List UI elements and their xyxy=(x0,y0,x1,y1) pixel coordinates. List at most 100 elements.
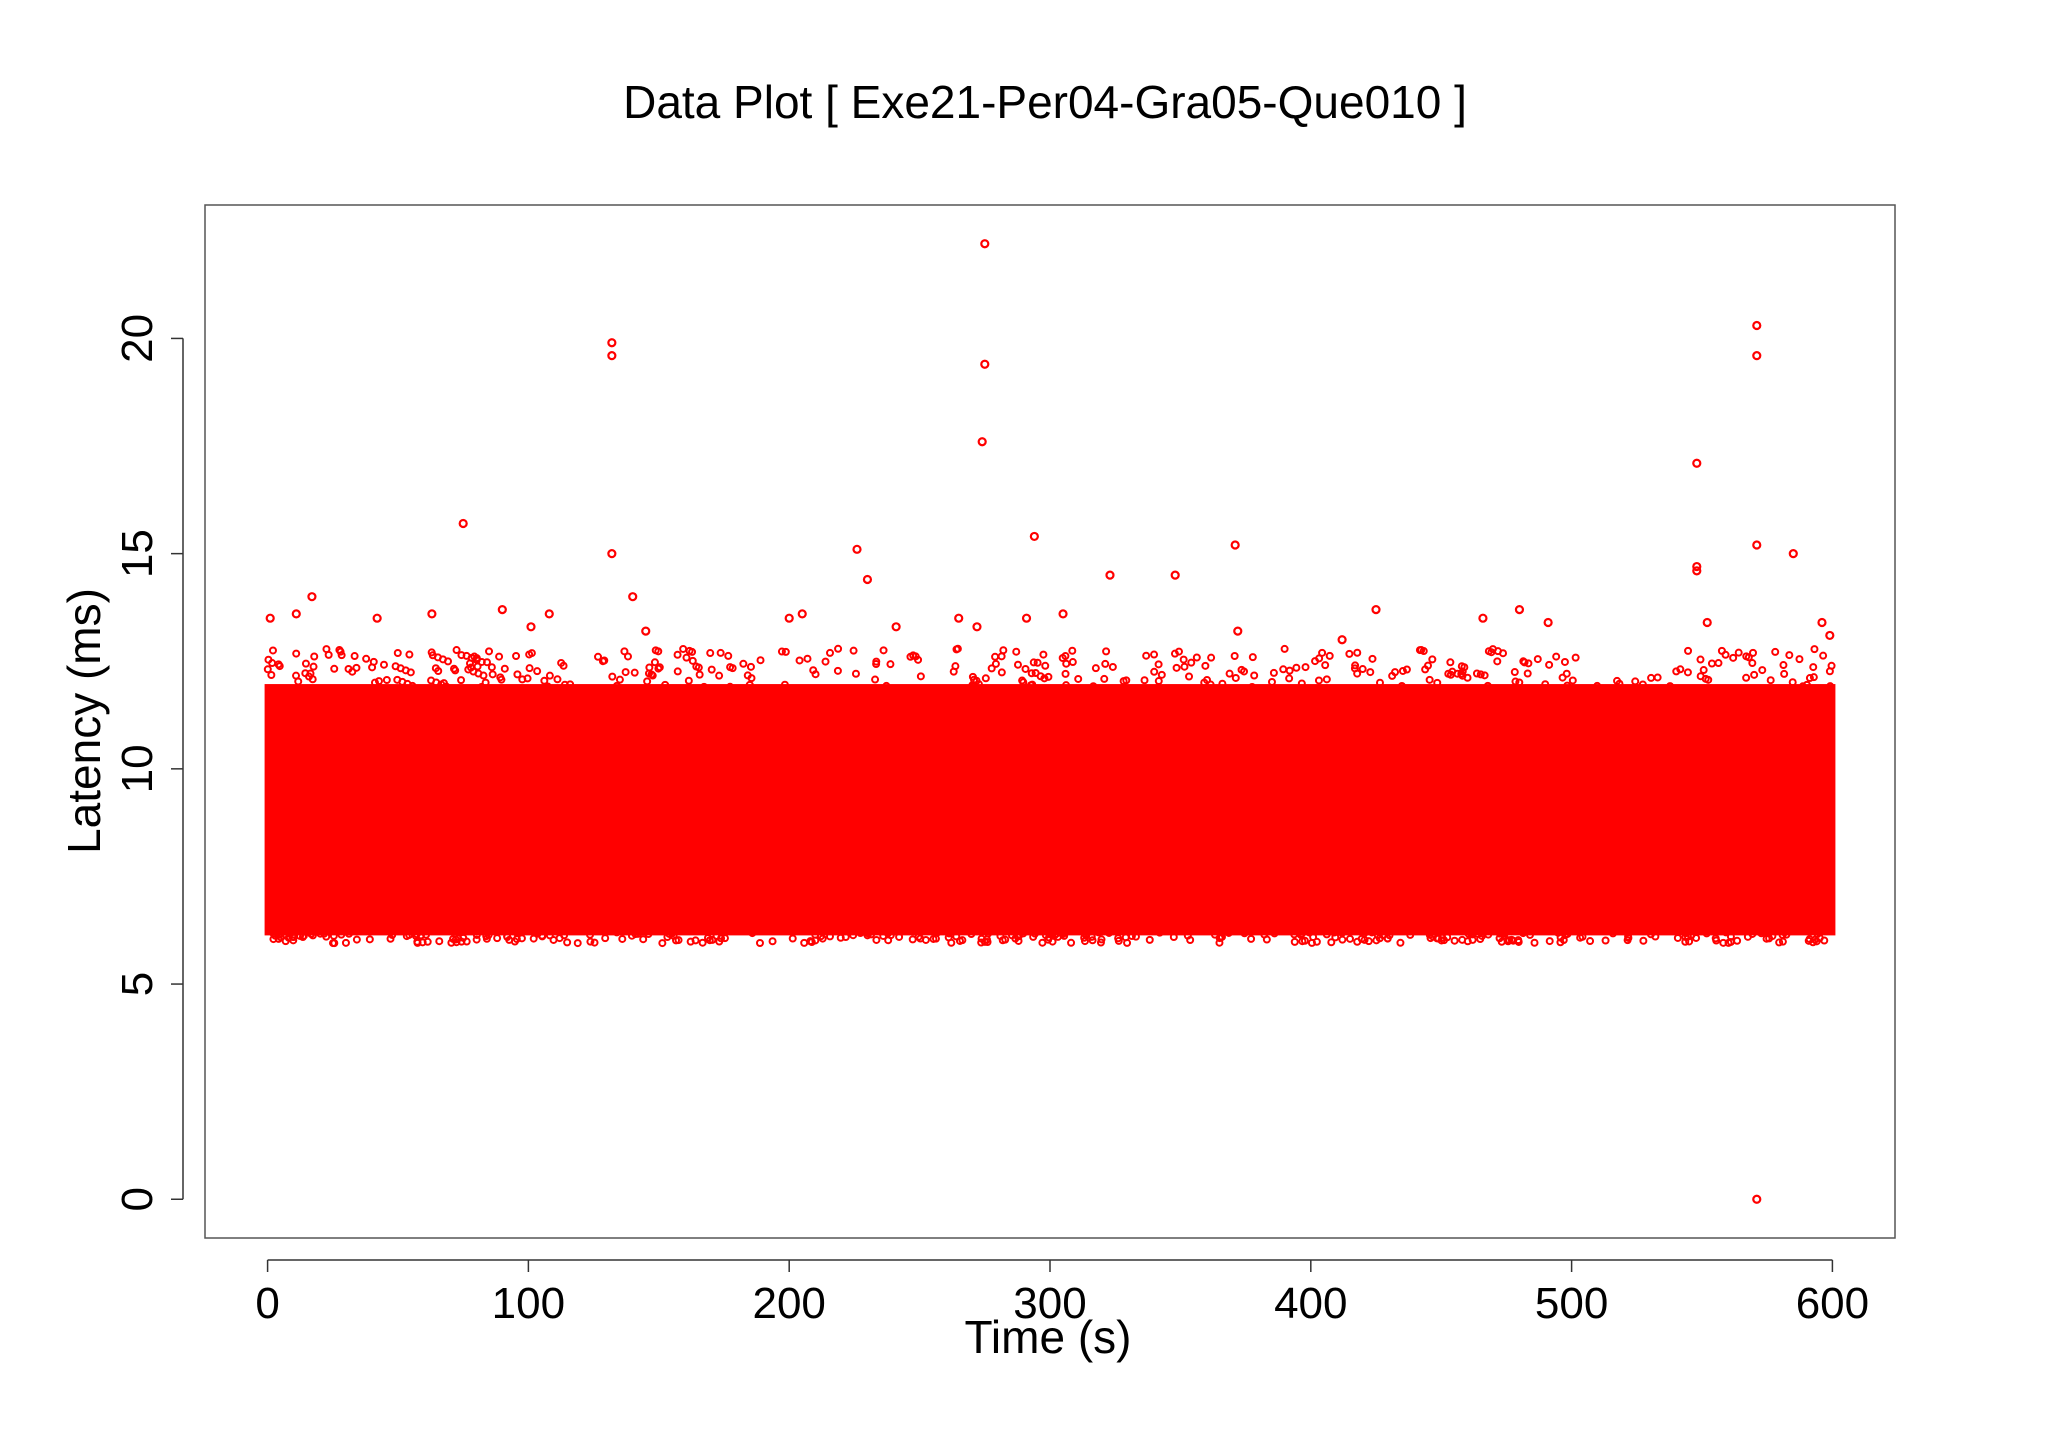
data-point xyxy=(1192,653,1201,662)
y-tick-label: 5 xyxy=(113,972,162,996)
data-point xyxy=(557,658,566,667)
data-point xyxy=(747,674,756,683)
data-point xyxy=(607,351,617,361)
data-point xyxy=(1480,671,1489,680)
data-point xyxy=(1285,666,1294,675)
data-point xyxy=(1231,673,1240,682)
data-point xyxy=(648,671,657,680)
data-point xyxy=(879,646,888,655)
data-point xyxy=(1748,659,1757,668)
data-point xyxy=(1819,651,1828,660)
data-point xyxy=(608,672,617,681)
data-point xyxy=(1733,936,1742,945)
data-point xyxy=(344,929,353,938)
chart-title: Data Plot [ Exe21-Per04-Gra05-Que010 ] xyxy=(623,76,1467,128)
data-point xyxy=(650,658,659,667)
data-point xyxy=(1785,651,1794,660)
data-point xyxy=(1798,682,1807,691)
data-point xyxy=(833,666,842,675)
data-point xyxy=(1714,659,1723,668)
data-point xyxy=(1105,928,1114,937)
data-point xyxy=(1187,658,1196,667)
data-point xyxy=(1601,936,1610,945)
data-point xyxy=(972,622,982,632)
data-point xyxy=(691,936,700,945)
data-point xyxy=(1145,935,1154,944)
data-point xyxy=(1183,931,1192,940)
data-point xyxy=(1458,667,1467,676)
data-point xyxy=(1514,936,1523,945)
data-point xyxy=(601,934,610,943)
data-point xyxy=(1683,668,1692,677)
data-point xyxy=(1207,653,1216,662)
data-point xyxy=(1368,654,1377,663)
data-point xyxy=(1021,613,1032,623)
data-point xyxy=(1311,657,1320,666)
data-point xyxy=(1593,681,1602,690)
data-point xyxy=(362,654,371,663)
data-point xyxy=(679,644,688,653)
data-point xyxy=(1290,937,1299,946)
data-point xyxy=(1101,659,1110,668)
data-point xyxy=(872,659,881,668)
data-point xyxy=(1248,682,1257,691)
data-point xyxy=(1031,669,1040,678)
data-point xyxy=(852,544,862,554)
data-point xyxy=(1131,932,1140,941)
data-point xyxy=(452,646,461,655)
data-point xyxy=(1795,655,1804,664)
data-point xyxy=(1586,937,1595,946)
data-point xyxy=(473,662,482,671)
data-point xyxy=(1044,933,1053,942)
data-point xyxy=(598,657,607,666)
data-point xyxy=(947,938,956,947)
data-point xyxy=(1782,930,1791,939)
data-point xyxy=(1568,676,1577,685)
data-point xyxy=(1809,663,1818,672)
data-point xyxy=(669,931,678,940)
data-point xyxy=(1269,668,1278,677)
data-point xyxy=(1766,676,1775,685)
data-point xyxy=(1140,676,1149,685)
data-point xyxy=(374,677,383,686)
data-point xyxy=(777,647,786,656)
data-point xyxy=(292,649,301,658)
data-point xyxy=(1068,646,1077,655)
data-point xyxy=(1478,931,1487,940)
data-point xyxy=(1081,929,1090,938)
data-point xyxy=(1623,936,1632,945)
x-tick-label: 0 xyxy=(255,1279,279,1328)
data-point xyxy=(512,928,521,937)
data-point xyxy=(1684,646,1693,655)
data-point xyxy=(330,664,339,673)
data-point xyxy=(849,931,858,940)
x-tick-label: 300 xyxy=(1013,1279,1086,1328)
data-point xyxy=(1748,929,1757,938)
data-point xyxy=(644,930,653,939)
data-point xyxy=(1292,663,1301,672)
data-point xyxy=(350,652,359,661)
data-point xyxy=(1353,669,1362,678)
data-point xyxy=(715,937,724,946)
data-point xyxy=(882,681,891,690)
data-point xyxy=(1250,671,1259,680)
data-point xyxy=(991,652,1000,661)
data-point xyxy=(1545,660,1554,669)
y-tick-label: 10 xyxy=(113,744,162,793)
x-tick-label: 500 xyxy=(1535,1279,1608,1328)
data-point xyxy=(1750,670,1759,679)
data-point xyxy=(682,653,691,662)
data-point xyxy=(916,672,925,681)
data-point xyxy=(1563,681,1572,690)
data-point xyxy=(1646,930,1655,939)
data-point xyxy=(872,935,881,944)
data-point xyxy=(871,675,880,684)
data-point xyxy=(1027,669,1036,678)
data-point xyxy=(1507,935,1516,944)
data-point xyxy=(1322,675,1331,684)
data-point xyxy=(566,680,575,689)
data-point xyxy=(1345,649,1354,658)
data-point xyxy=(328,939,337,948)
data-point xyxy=(673,650,682,659)
